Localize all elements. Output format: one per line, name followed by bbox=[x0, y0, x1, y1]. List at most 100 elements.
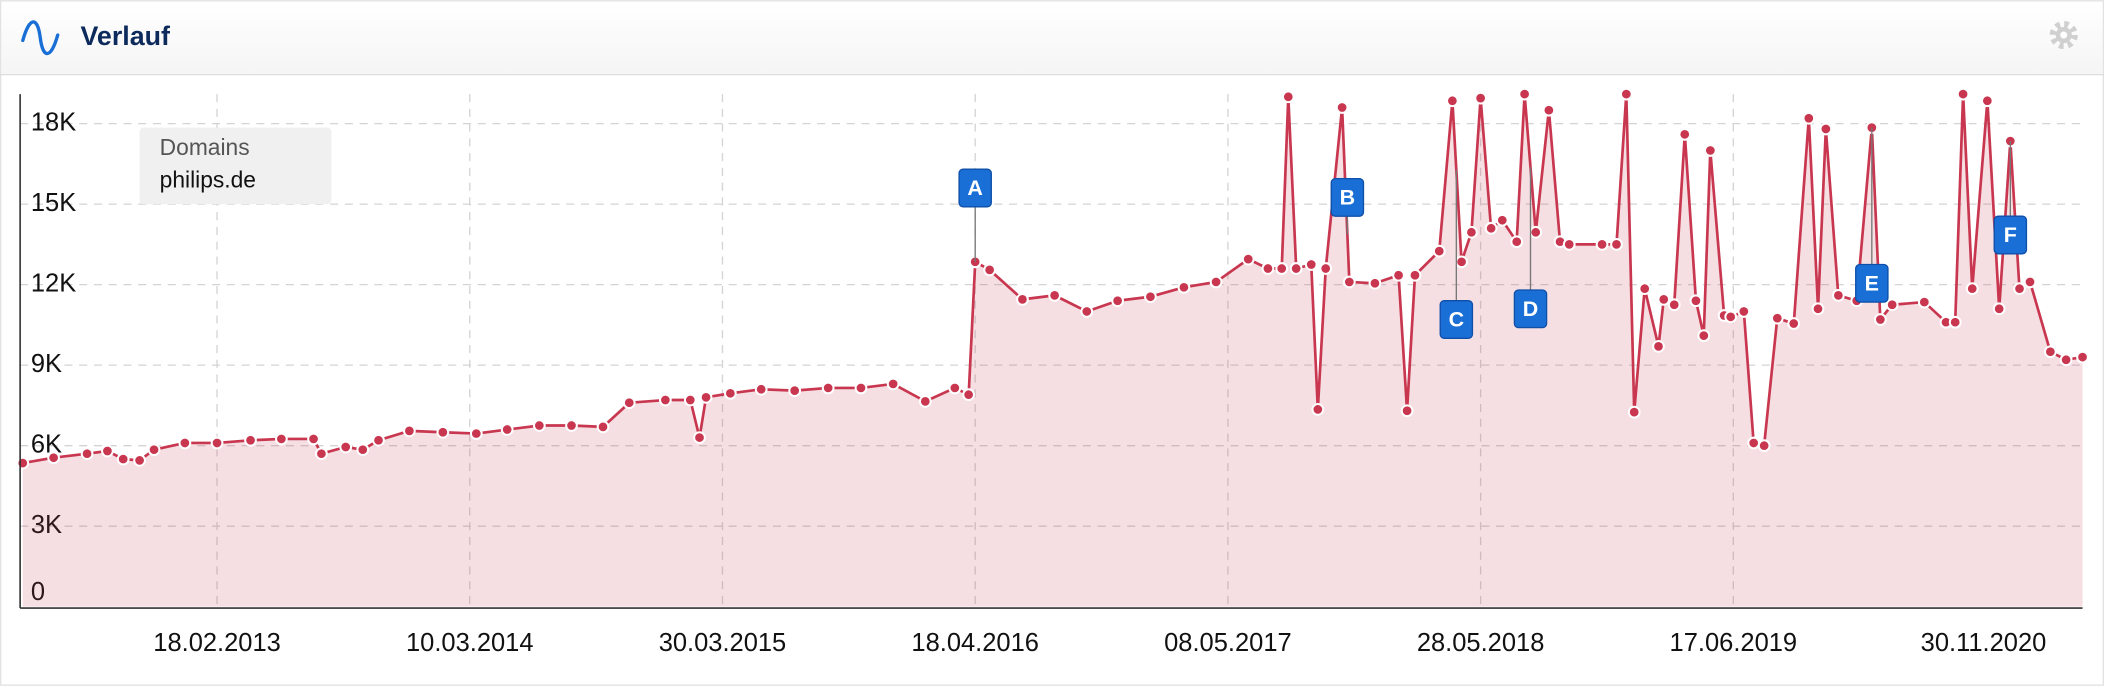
data-point bbox=[1446, 94, 1459, 108]
data-point bbox=[356, 443, 370, 457]
data-point bbox=[1819, 122, 1833, 136]
data-point bbox=[1342, 275, 1356, 289]
annotation-label: C bbox=[1449, 308, 1465, 332]
data-point bbox=[372, 433, 385, 447]
data-point bbox=[693, 431, 706, 444]
data-point bbox=[1627, 405, 1641, 419]
data-point bbox=[1455, 255, 1468, 269]
x-tick-label: 10.03.2014 bbox=[406, 629, 534, 657]
data-point bbox=[1261, 262, 1275, 275]
data-point bbox=[1474, 91, 1487, 105]
x-tick-label: 30.03.2015 bbox=[659, 629, 787, 657]
settings-icon[interactable] bbox=[2049, 20, 2078, 50]
data-point bbox=[402, 424, 416, 438]
data-point bbox=[147, 443, 161, 457]
data-point bbox=[1465, 225, 1478, 239]
data-point bbox=[1770, 311, 1784, 325]
data-point bbox=[80, 447, 94, 461]
y-tick-label: 0 bbox=[31, 578, 45, 606]
gear-teeth bbox=[2049, 20, 2078, 50]
data-point bbox=[1484, 221, 1498, 235]
data-point bbox=[1392, 268, 1405, 282]
data-point bbox=[1311, 403, 1325, 416]
data-point bbox=[658, 393, 672, 407]
data-point bbox=[1873, 313, 1887, 326]
data-point bbox=[469, 427, 483, 440]
data-point bbox=[1595, 238, 1609, 251]
data-point bbox=[1510, 235, 1524, 249]
data-point bbox=[1281, 90, 1295, 104]
data-point bbox=[500, 423, 514, 436]
data-point bbox=[1518, 87, 1531, 101]
data-point bbox=[788, 384, 802, 398]
annotation-flag bbox=[1993, 215, 2028, 255]
data-point bbox=[854, 381, 868, 395]
legend-box bbox=[139, 127, 332, 205]
data-point bbox=[1917, 295, 1931, 309]
data-point bbox=[307, 432, 320, 446]
data-point bbox=[1992, 302, 2006, 316]
data-point bbox=[1209, 275, 1223, 289]
x-tick-label: 08.05.2017 bbox=[1164, 629, 1292, 657]
data-point bbox=[1965, 282, 1979, 296]
header-bar bbox=[1, 1, 2103, 74]
y-tick-label: 9K bbox=[31, 350, 62, 378]
data-point bbox=[1495, 213, 1509, 227]
data-point bbox=[275, 432, 288, 446]
annotation-label: A bbox=[967, 176, 983, 200]
data-point bbox=[1885, 298, 1899, 312]
data-point bbox=[699, 390, 713, 404]
data-point bbox=[1016, 293, 1029, 306]
data-point bbox=[1811, 302, 1825, 316]
annotation-flag bbox=[1513, 289, 1548, 329]
data-point bbox=[596, 420, 610, 434]
x-tick-label: 18.04.2016 bbox=[911, 629, 1039, 657]
data-point bbox=[2076, 350, 2089, 364]
data-point bbox=[1757, 439, 1771, 453]
data-point bbox=[886, 377, 900, 391]
data-point bbox=[2013, 282, 2026, 296]
data-point bbox=[1400, 404, 1414, 418]
data-point bbox=[1529, 225, 1543, 239]
data-point bbox=[2023, 275, 2037, 289]
data-point bbox=[16, 456, 30, 470]
data-point bbox=[1831, 288, 1845, 302]
annotation-label: F bbox=[2004, 223, 2017, 247]
data-point bbox=[210, 436, 224, 450]
data-point bbox=[2043, 345, 2057, 359]
data-point bbox=[1980, 94, 1994, 108]
data-point bbox=[1610, 238, 1623, 251]
data-point bbox=[1335, 101, 1349, 114]
data-point bbox=[339, 440, 353, 454]
data-point bbox=[1177, 280, 1191, 294]
data-point bbox=[918, 394, 932, 408]
data-point bbox=[754, 382, 768, 396]
data-point bbox=[1747, 436, 1761, 450]
data-point bbox=[1241, 252, 1255, 266]
annotation-label: E bbox=[1865, 271, 1879, 295]
y-tick-label: 15K bbox=[31, 189, 76, 217]
data-point bbox=[1048, 288, 1061, 302]
data-point bbox=[1638, 282, 1652, 296]
annotation-label: B bbox=[1340, 185, 1356, 209]
data-point bbox=[1275, 262, 1289, 275]
data-point bbox=[244, 433, 257, 447]
x-tick-label: 30.11.2020 bbox=[1921, 629, 2047, 657]
x-tick-label: 17.06.2019 bbox=[1670, 629, 1798, 657]
data-point bbox=[47, 451, 60, 465]
annotation-flag bbox=[958, 168, 992, 208]
data-point bbox=[1724, 310, 1738, 324]
data-point bbox=[1111, 294, 1124, 308]
annotation-flag bbox=[1439, 300, 1474, 339]
y-tick-label: 3K bbox=[31, 511, 62, 539]
series-area bbox=[22, 94, 2083, 607]
annotation-label: D bbox=[1523, 297, 1539, 321]
data-point bbox=[962, 388, 975, 402]
data-point bbox=[821, 381, 835, 395]
x-tick-label: 28.05.2018 bbox=[1417, 629, 1545, 657]
data-point bbox=[1667, 298, 1681, 312]
data-point bbox=[1562, 238, 1576, 251]
data-point bbox=[1289, 262, 1303, 275]
